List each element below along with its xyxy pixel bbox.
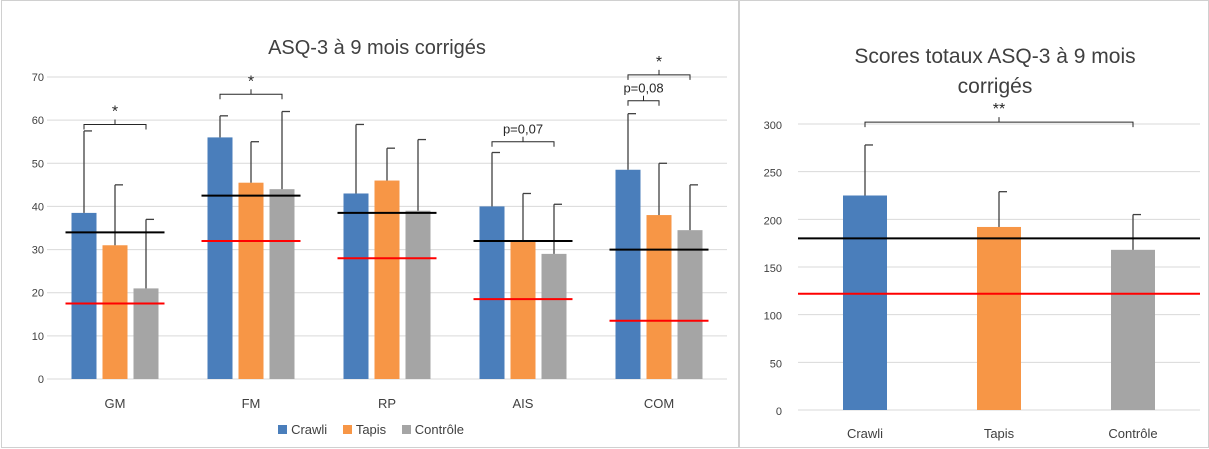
y-tick-label: 30 — [32, 245, 44, 257]
bar-fm-tapis — [238, 182, 264, 379]
chart-title: ASQ-3 à 9 mois corrigés — [268, 37, 486, 59]
x-tick-label-ais: AIS — [513, 396, 534, 411]
chart-panel-asq3-domains: ASQ-3 à 9 mois corrigés 0 10 20 30 40 50 60 70 G… — [1, 0, 739, 448]
bar-rp-tapis — [374, 180, 400, 379]
y-tick-label: 40 — [32, 201, 44, 213]
bar-ais-crawli — [479, 206, 505, 379]
legend-item-crawli: Crawli — [278, 422, 327, 437]
y-tick-label: 50 — [32, 158, 44, 170]
bar-controle — [1111, 249, 1155, 410]
legend-item-tapis: Tapis — [342, 422, 387, 437]
x-tick-label-crawli: Crawli — [847, 426, 883, 441]
bar-gm-controle — [133, 288, 159, 379]
bar-com-crawli — [615, 169, 641, 379]
x-tick-label-gm: GM — [105, 396, 126, 411]
y-tick-label: 250 — [764, 168, 782, 180]
y-tick-label: 0 — [38, 374, 44, 386]
significance-double-star-bracket — [864, 121, 1134, 128]
significance-ais-p-0-07-bracket — [491, 141, 555, 147]
significance-ais-p-0-07: p=0,07 — [503, 122, 543, 137]
y-tick-label: 10 — [32, 331, 44, 343]
bar-crawli — [843, 195, 887, 410]
legend-swatch-controle — [401, 425, 411, 434]
bar-com-tapis — [646, 215, 672, 379]
y-tick-label: 150 — [764, 263, 782, 275]
x-tick-label-com: COM — [644, 396, 674, 411]
significance-gm--: * — [112, 103, 118, 120]
significance-com--: * — [656, 54, 662, 71]
bar-fm-controle — [269, 189, 295, 379]
significance-com-p-0-08: p=0,08 — [623, 81, 663, 96]
y-tick-label: 0 — [776, 406, 782, 418]
legend-label: Crawli — [291, 422, 328, 437]
significance-com---bracket — [627, 74, 691, 80]
chart-legend: Crawli Tapis Contrôle — [2, 422, 740, 437]
chart-title-line-2: corrigés — [958, 75, 1033, 98]
chart-asq3-domains: ASQ-3 à 9 mois corrigés 0 10 20 30 40 50 60 70 G… — [32, 37, 727, 411]
significance-fm---bracket — [219, 93, 283, 100]
y-tick-label: 300 — [764, 120, 782, 132]
bar-tapis — [977, 226, 1021, 410]
x-tick-label-tapis: Tapis — [984, 426, 1015, 441]
bar-rp-controle — [405, 210, 431, 379]
legend-label: Tapis — [355, 422, 387, 437]
x-tick-label-controle: Contrôle — [1108, 426, 1157, 441]
bar-com-controle — [677, 230, 703, 379]
y-tick-label: 50 — [770, 358, 782, 370]
legend-label: Contrôle — [414, 422, 464, 437]
legend-swatch-tapis — [342, 425, 352, 434]
bar-ais-tapis — [510, 240, 536, 379]
bar-rp-crawli — [343, 193, 369, 379]
x-tick-label-fm: FM — [242, 396, 261, 411]
bar-gm-crawli — [71, 212, 97, 379]
bar-gm-tapis — [102, 245, 128, 379]
significance-double-star: ** — [993, 101, 1005, 118]
significance-fm--: * — [248, 73, 254, 90]
y-tick-label: 20 — [32, 288, 44, 300]
chart-total-scores: Scores totaux ASQ-3 à 9 mois corrigés 0 5… — [764, 45, 1200, 441]
y-tick-label: 60 — [32, 115, 44, 127]
y-tick-label: 70 — [32, 72, 44, 84]
y-tick-label: 100 — [764, 311, 782, 323]
legend-swatch-crawli — [278, 425, 288, 434]
bar-fm-crawli — [207, 137, 233, 379]
chart-title-line-1: Scores totaux ASQ-3 à 9 mois — [854, 45, 1135, 68]
significance-gm---bracket — [83, 123, 147, 130]
y-tick-label: 200 — [764, 215, 782, 227]
x-tick-label-rp: RP — [378, 396, 396, 411]
chart-panel-total-scores: Scores totaux ASQ-3 à 9 mois corrigés 0 5… — [739, 0, 1209, 448]
significance-com-p-0-08-bracket — [627, 100, 660, 106]
legend-item-controle: Contrôle — [401, 422, 464, 437]
bar-ais-controle — [541, 253, 567, 379]
